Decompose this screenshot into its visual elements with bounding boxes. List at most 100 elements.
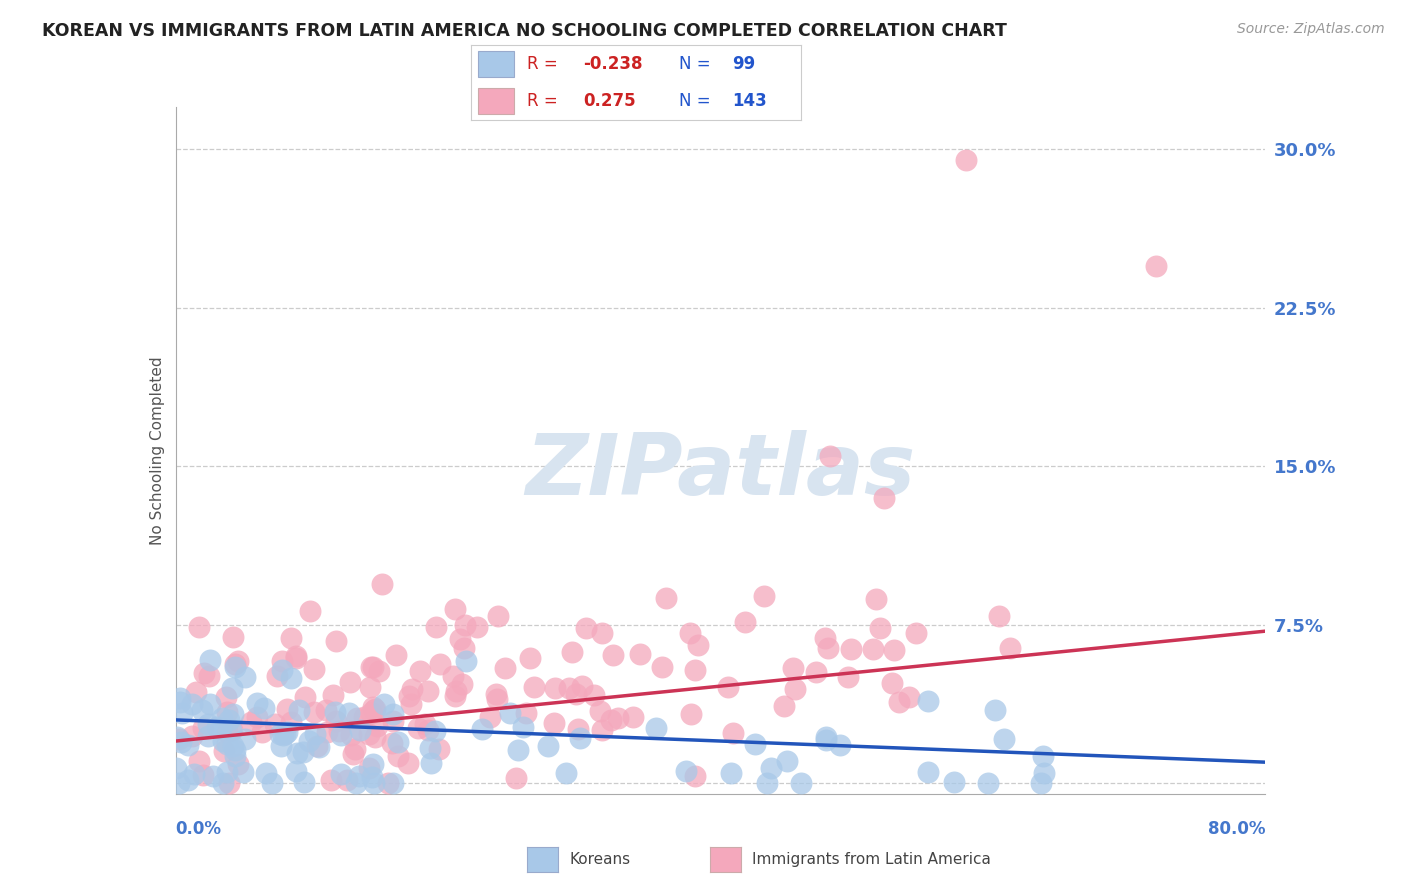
Point: [522, 680, 544, 694]
Point: [226, 757, 249, 772]
Point: [720, 765, 742, 780]
Point: [429, 657, 451, 672]
Point: [207, 720, 229, 734]
Point: [302, 662, 325, 676]
Point: [165, 761, 187, 775]
Point: [364, 702, 387, 716]
Point: [607, 711, 630, 725]
Point: [554, 765, 576, 780]
Point: [998, 640, 1021, 655]
Point: [675, 764, 697, 779]
Point: [226, 654, 249, 668]
Point: [292, 775, 315, 789]
Point: [416, 723, 439, 737]
Point: [323, 705, 346, 719]
Point: [898, 690, 921, 704]
Point: [197, 730, 219, 744]
Point: [382, 714, 405, 728]
Point: [485, 687, 508, 701]
Point: [537, 739, 560, 753]
Point: [224, 657, 246, 671]
Text: Koreans: Koreans: [569, 853, 630, 867]
Point: [471, 722, 494, 736]
Point: [339, 706, 361, 720]
Point: [621, 710, 644, 724]
Point: [347, 769, 370, 783]
Point: [291, 745, 314, 759]
Point: [817, 641, 839, 656]
Point: [287, 703, 309, 717]
Point: [837, 670, 859, 684]
Point: [211, 734, 233, 748]
Point: [589, 704, 612, 718]
Point: [222, 707, 245, 722]
Point: [717, 680, 740, 694]
Point: [1032, 749, 1054, 764]
Text: -0.238: -0.238: [583, 55, 643, 73]
Point: [198, 697, 221, 711]
Point: [349, 723, 371, 737]
Point: [453, 641, 475, 656]
FancyBboxPatch shape: [478, 51, 515, 78]
Point: [222, 630, 245, 644]
Point: [478, 710, 501, 724]
Text: 99: 99: [733, 55, 755, 73]
Point: [360, 770, 382, 784]
Point: [360, 706, 382, 721]
Point: [683, 664, 706, 678]
Text: Immigrants from Latin America: Immigrants from Latin America: [752, 853, 991, 867]
Point: [775, 755, 797, 769]
Point: [721, 726, 744, 740]
Point: [544, 681, 567, 695]
Point: [759, 761, 782, 775]
Point: [413, 716, 436, 731]
Point: [169, 695, 191, 709]
Point: [443, 668, 465, 682]
Point: [360, 660, 382, 674]
Point: [744, 737, 766, 751]
Point: [222, 739, 245, 753]
Point: [170, 735, 193, 749]
Point: [575, 622, 598, 636]
Point: [399, 697, 422, 711]
Point: [274, 727, 297, 741]
Point: [814, 730, 837, 744]
Point: [298, 604, 321, 618]
Point: [329, 728, 352, 742]
Point: [883, 642, 905, 657]
Point: [180, 698, 202, 712]
Point: [166, 730, 188, 744]
Point: [221, 681, 243, 695]
Point: [271, 663, 294, 677]
Point: [444, 684, 467, 698]
Point: [804, 665, 827, 679]
Point: [651, 660, 673, 674]
Point: [233, 731, 256, 746]
Point: [567, 722, 589, 736]
Point: [315, 702, 337, 716]
Point: [782, 660, 804, 674]
Point: [353, 709, 375, 723]
Point: [983, 703, 1005, 717]
Point: [304, 727, 326, 741]
Point: [246, 710, 269, 724]
Point: [419, 741, 441, 756]
Text: N =: N =: [679, 92, 716, 110]
Point: [181, 730, 204, 744]
Point: [177, 739, 200, 753]
Point: [406, 721, 429, 735]
Point: [217, 737, 239, 751]
Point: [328, 724, 350, 739]
Point: [294, 690, 316, 704]
Point: [215, 725, 238, 739]
Point: [815, 733, 838, 747]
Point: [679, 626, 702, 640]
Point: [191, 721, 214, 735]
Point: [363, 776, 385, 790]
Point: [444, 601, 467, 615]
Point: [307, 739, 329, 753]
Y-axis label: No Schooling Completed: No Schooling Completed: [149, 356, 165, 545]
Point: [382, 776, 405, 790]
Point: [184, 684, 207, 698]
Point: [839, 642, 862, 657]
